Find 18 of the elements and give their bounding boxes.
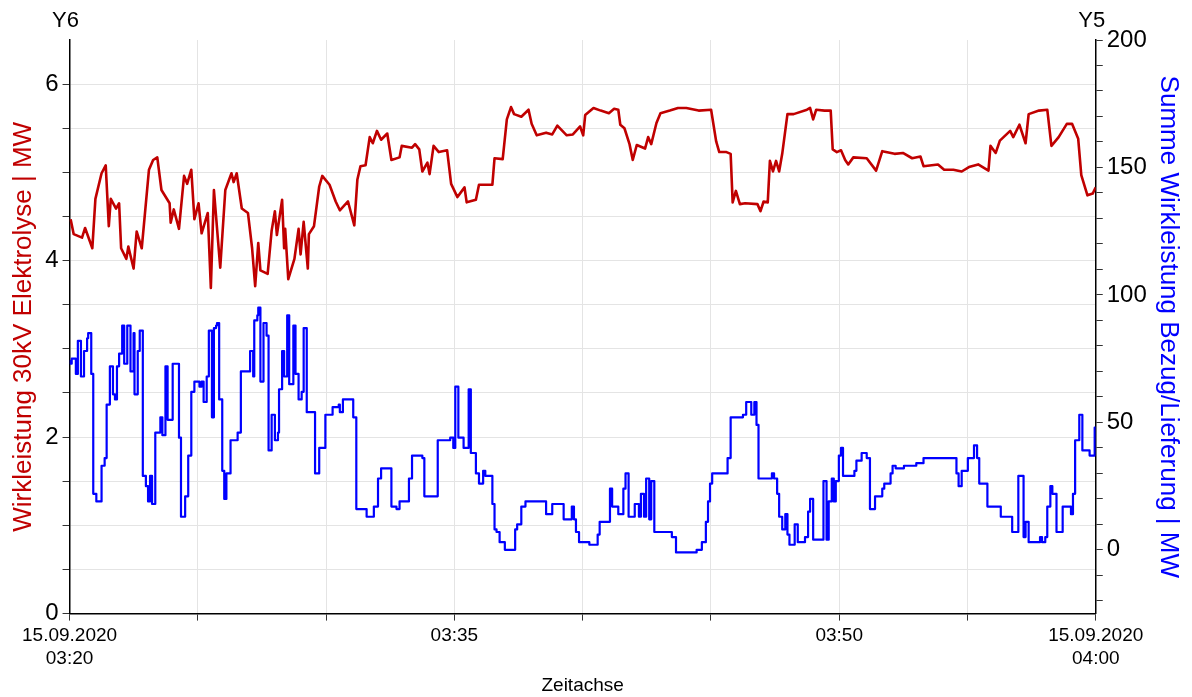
x-tick-label: 15.09.2020 03:20 (22, 624, 118, 669)
y2-tick-label: 0 (1106, 534, 1121, 562)
x-tick-label: 03:35 (430, 624, 479, 646)
y2-tick-label: 100 (1106, 279, 1147, 307)
y2-axis-title: Summe Wirkleistung Bezug/Lieferung | MW (1155, 75, 1186, 579)
text: Y6 (52, 7, 80, 33)
y2-tick-label: 50 (1106, 407, 1134, 435)
y2-tick-label: 150 (1106, 152, 1147, 180)
x-axis-title: Zeitachse (541, 673, 624, 695)
y-axis-title: Wirkleistung 30kV Elektrolyse | MW (6, 121, 37, 532)
text: Y5 (1078, 7, 1106, 33)
x-tick-label: 03:50 (815, 624, 863, 646)
y-tick-label: 6 (45, 68, 59, 96)
x-tick-label: 15.09.2020 04:00 (1048, 624, 1144, 669)
y2-tick-label: 200 (1106, 24, 1147, 52)
y-tick-label: 2 (45, 421, 59, 449)
y-tick-label: 4 (45, 245, 59, 273)
y-tick-label: 0 (45, 598, 59, 626)
